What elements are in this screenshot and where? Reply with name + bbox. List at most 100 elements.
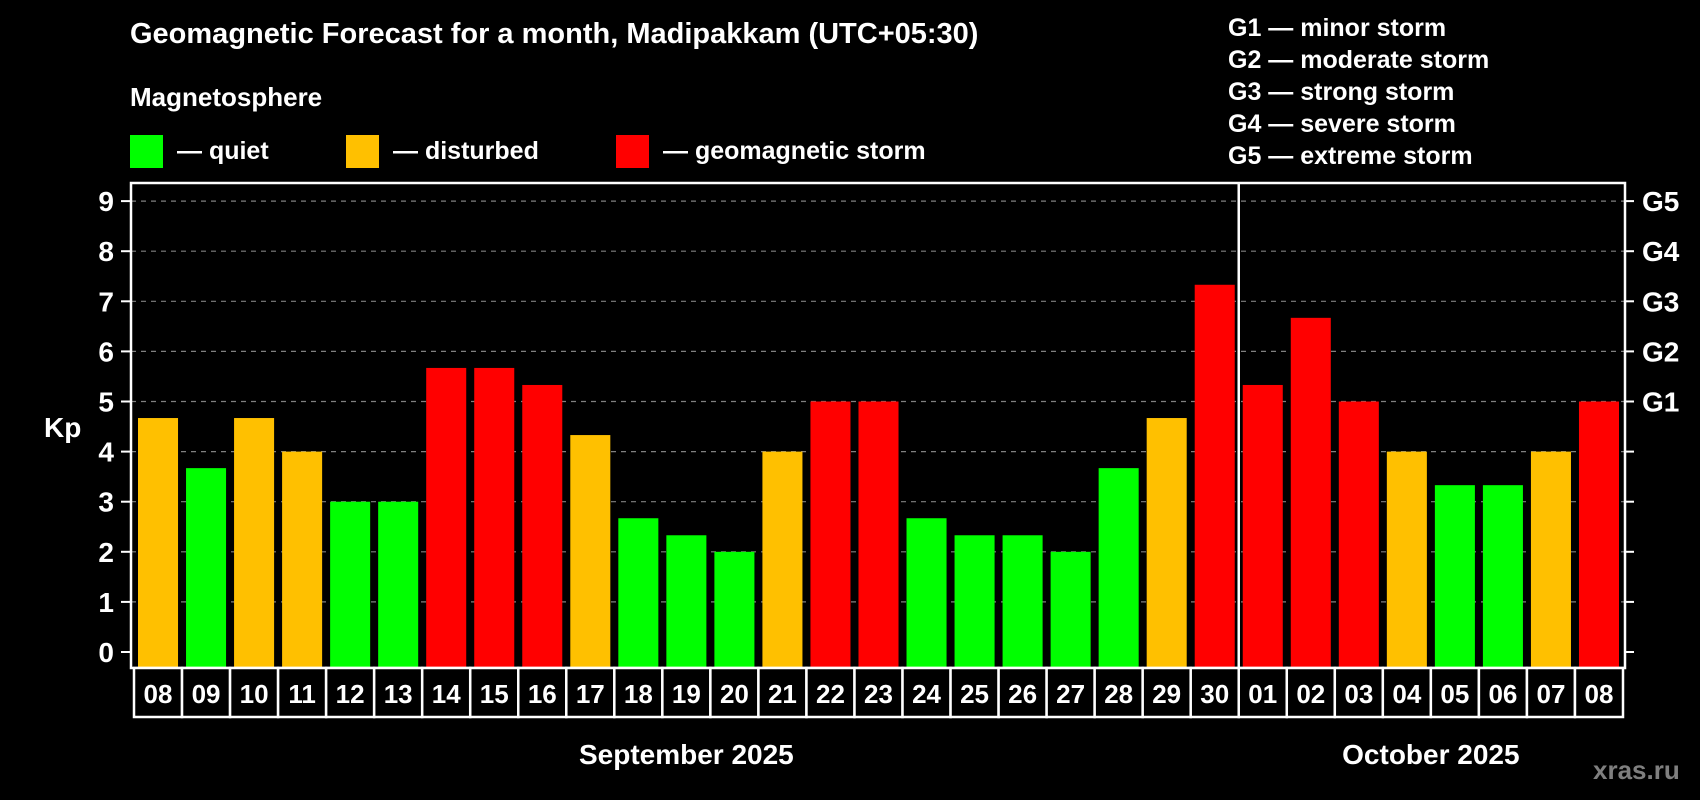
- date-label: 19: [672, 679, 701, 709]
- month-labels: September 2025 October 2025: [579, 739, 1520, 770]
- date-label: 05: [1440, 679, 1469, 709]
- legend-item-disturbed: — disturbed: [346, 134, 539, 168]
- date-label: 12: [336, 679, 365, 709]
- y-tick-label: 2: [98, 537, 114, 568]
- date-label: 30: [1200, 679, 1229, 709]
- y-axis: 0 1 2 3 4 5 6 7 8 9: [98, 186, 131, 668]
- date-label: 11: [288, 679, 316, 709]
- bar-5: [378, 501, 419, 668]
- bar-21: [1146, 418, 1187, 668]
- bar-8: [522, 384, 563, 668]
- date-label: 02: [1296, 679, 1325, 709]
- bar-13: [762, 451, 803, 668]
- bar-11: [666, 535, 707, 668]
- legend-label-disturbed: — disturbed: [393, 136, 539, 165]
- y-axis-label: Kp: [44, 412, 81, 443]
- y-tick-label: 9: [98, 186, 114, 217]
- bar-27: [1434, 485, 1475, 668]
- bar-10: [618, 518, 659, 668]
- bar-23: [1242, 384, 1283, 668]
- storm-scale-g4: G4 — severe storm: [1228, 110, 1456, 138]
- bar-2: [234, 418, 275, 668]
- date-label: 29: [1152, 679, 1181, 709]
- date-label: 03: [1344, 679, 1373, 709]
- date-label: 08: [144, 679, 173, 709]
- bar-26: [1386, 451, 1427, 668]
- disturbed-swatch-icon: [346, 134, 379, 168]
- bar-1: [186, 468, 227, 668]
- y-tick-label: 0: [98, 637, 114, 668]
- y-tick-label: 6: [98, 336, 114, 367]
- date-label: 18: [624, 679, 653, 709]
- date-label: 09: [192, 679, 221, 709]
- bar-22: [1194, 284, 1235, 668]
- storm-scale-g2: G2 — moderate storm: [1228, 46, 1490, 74]
- bar-30: [1578, 401, 1619, 668]
- date-label: 06: [1488, 679, 1517, 709]
- bar-25: [1338, 401, 1379, 668]
- bar-15: [858, 401, 899, 668]
- y-tick-label: 8: [98, 236, 114, 267]
- date-label: 08: [1585, 679, 1614, 709]
- date-label: 16: [528, 679, 557, 709]
- legend-heading: Magnetosphere: [130, 82, 323, 112]
- legend-label-storm: — geomagnetic storm: [663, 136, 926, 165]
- date-label: 28: [1104, 679, 1133, 709]
- date-label: 07: [1536, 679, 1565, 709]
- date-label: 27: [1056, 679, 1085, 709]
- date-label: 15: [480, 679, 509, 709]
- date-label: 24: [912, 679, 941, 709]
- quiet-swatch-icon: [130, 134, 163, 168]
- month-label: September 2025: [579, 739, 794, 770]
- date-label: 10: [240, 679, 269, 709]
- bar-4: [330, 501, 371, 668]
- storm-level-label: G5: [1642, 186, 1679, 217]
- legend-item-quiet: — quiet: [130, 134, 269, 168]
- date-label: 13: [384, 679, 413, 709]
- storm-scale-g1: G1 — minor storm: [1228, 14, 1447, 42]
- bar-6: [426, 367, 467, 668]
- date-label: 17: [576, 679, 605, 709]
- legend-label-quiet: — quiet: [177, 136, 269, 165]
- watermark: xras.ru: [1593, 755, 1680, 785]
- chart-title: Geomagnetic Forecast for a month, Madipa…: [130, 18, 979, 50]
- bar-16: [906, 518, 947, 668]
- date-label: 04: [1392, 679, 1421, 709]
- bar-18: [1002, 535, 1043, 668]
- bar-0: [138, 418, 179, 668]
- bar-28: [1482, 485, 1523, 668]
- x-axis-date-labels: 08 09 10 11 12 13 14 15 16 17 18 19 20 21 22 23 24 25 26 27…: [132, 666, 1625, 719]
- y-tick-label: 7: [98, 286, 114, 317]
- y-tick-label: 4: [98, 437, 114, 468]
- bar-20: [1098, 468, 1139, 668]
- bar-14: [810, 401, 851, 668]
- bar-12: [714, 551, 755, 668]
- storm-swatch-icon: [616, 134, 649, 168]
- bar-19: [1050, 551, 1091, 668]
- y-tick-label: 5: [98, 387, 114, 418]
- bar-9: [570, 435, 611, 668]
- storm-level-label: G1: [1642, 387, 1679, 418]
- storm-level-label: G3: [1642, 286, 1679, 317]
- storm-level-label: G4: [1642, 236, 1680, 267]
- date-label: 20: [720, 679, 749, 709]
- storm-scale-legend: G1 — minor storm G2 — moderate storm G3 …: [1228, 12, 1489, 172]
- month-label: October 2025: [1342, 739, 1519, 770]
- legend-item-storm: — geomagnetic storm: [616, 134, 926, 168]
- date-label: 01: [1248, 679, 1277, 709]
- y-tick-label: 3: [98, 487, 114, 518]
- date-label: 26: [1008, 679, 1037, 709]
- bar-3: [282, 451, 323, 668]
- bars: [138, 284, 1619, 668]
- storm-level-label: G2: [1642, 336, 1679, 367]
- bar-24: [1290, 317, 1331, 668]
- y-tick-label: 1: [98, 587, 114, 618]
- date-label: 21: [768, 679, 797, 709]
- storm-scale-g5: G5 — extreme storm: [1228, 142, 1473, 170]
- date-label: 23: [864, 679, 893, 709]
- bar-7: [474, 367, 515, 668]
- storm-scale-axis: G1 G2 G3 G4 G5: [1625, 186, 1680, 653]
- date-label: 25: [960, 679, 989, 709]
- date-label: 14: [432, 679, 461, 709]
